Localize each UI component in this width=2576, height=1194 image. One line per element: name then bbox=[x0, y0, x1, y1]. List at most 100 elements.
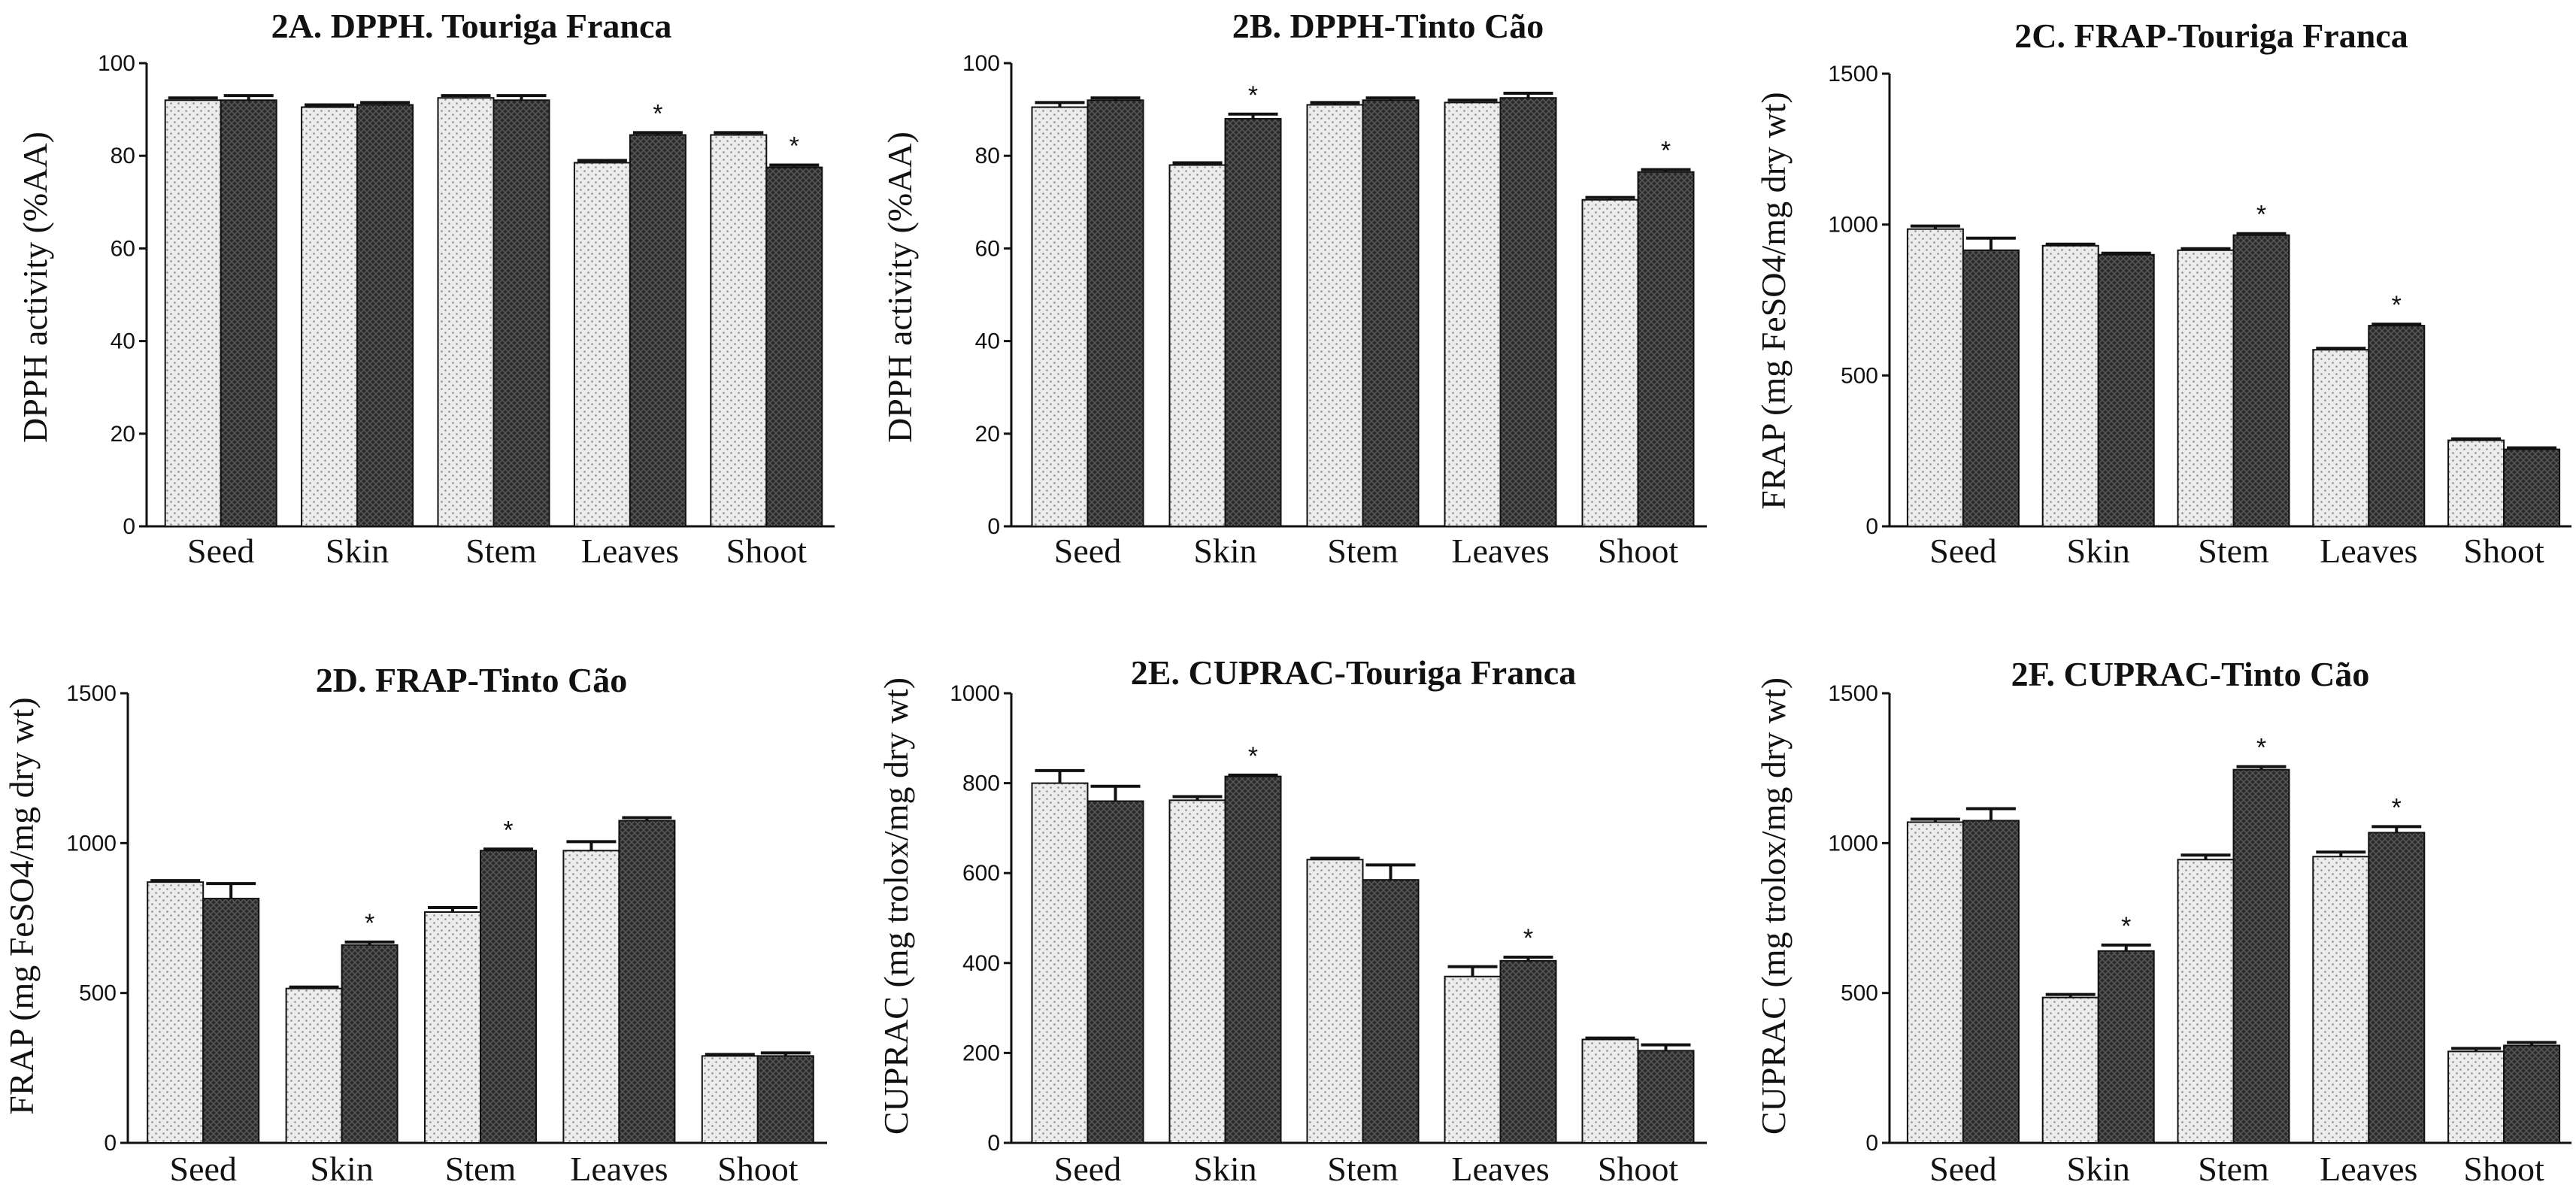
panel-2b-bar-skin-dark bbox=[1224, 117, 1282, 528]
panel-2b-errorbar-skin-light bbox=[1172, 161, 1223, 165]
panel-2e-ylabel: CUPRAC (mg trolox/mg dry wt) bbox=[877, 677, 915, 1135]
panel-2f-title: 2F. CUPRAC-Tinto Cão bbox=[2011, 655, 2370, 693]
panel-2d-significance-skin: * bbox=[365, 909, 374, 938]
panel-2d-bar-seed-dark bbox=[202, 898, 260, 1144]
panel-2d-bar-shoot-dark bbox=[756, 1055, 814, 1144]
panel-2a-errorbar-skin-light bbox=[305, 103, 355, 108]
panel-2d-errorbar-stem-dark bbox=[483, 847, 533, 851]
panel-2f-ytick-label: 1000 bbox=[1828, 831, 1878, 856]
panel-2e-xtick-shoot: Shoot bbox=[1598, 1150, 1679, 1188]
panel-2e-bar-shoot-light bbox=[1581, 1038, 1639, 1144]
panel-2c-errorbar-stem-dark bbox=[2236, 232, 2287, 235]
panel-2a-xtick-stem: Stem bbox=[465, 532, 537, 570]
panel-2e-plot: 0 200 400 600 800 1000 Seed * Skin Stem * Leaves Sho… bbox=[950, 681, 1707, 1188]
panel-2a-xtick-seed: Seed bbox=[187, 532, 254, 570]
panel-2b-errorbar-stem-light bbox=[1310, 101, 1360, 105]
panel-2c-xtick-skin: Skin bbox=[2067, 532, 2130, 570]
panel-2e-errorbar-skin-light bbox=[1172, 795, 1223, 801]
panel-2b-significance-shoot: * bbox=[1661, 137, 1671, 165]
panel-2b-bar-leaves-dark bbox=[1499, 97, 1557, 527]
panel-2f-errorbar-leaves-dark bbox=[2371, 825, 2422, 833]
panel-2b-significance-skin: * bbox=[1248, 81, 1258, 110]
panel-2d-bar-stem-dark bbox=[480, 850, 537, 1144]
panel-2e-ytick-label: 400 bbox=[962, 951, 1000, 976]
panel-2a-bar-shoot-dark bbox=[765, 166, 823, 527]
panel-2f-errorbar-shoot-dark bbox=[2507, 1041, 2557, 1046]
panel-2d-errorbar-stem-light bbox=[428, 906, 477, 913]
panel-2f-bar-shoot-light bbox=[2447, 1050, 2505, 1144]
panel-2b-errorbar-shoot-dark bbox=[1641, 168, 1691, 172]
panel-2f-ylabel: CUPRAC (mg trolox/mg dry wt) bbox=[1754, 677, 1793, 1135]
panel-2b: 2B. DPPH-Tinto Cão DPPH activity (%AA) 0… bbox=[880, 7, 1707, 570]
panel-2e-title: 2E. CUPRAC-Touriga Franca bbox=[1131, 653, 1576, 692]
panel-2c-errorbar-skin-dark bbox=[2101, 251, 2151, 255]
panel-2e-bar-skin-dark bbox=[1224, 775, 1282, 1144]
panel-2a-bar-shoot-light bbox=[710, 134, 768, 528]
panel-2b-xtick-stem: Stem bbox=[1327, 532, 1399, 570]
panel-2d-significance-stem: * bbox=[503, 816, 513, 844]
panel-2c-errorbar-seed-dark bbox=[1965, 236, 2016, 250]
panel-2f-errorbar-stem-dark bbox=[2236, 765, 2287, 770]
panel-2c-bar-stem-dark bbox=[2232, 234, 2290, 527]
panel-2c-errorbar-leaves-dark bbox=[2371, 323, 2422, 326]
panel-2e-errorbar-stem-light bbox=[1310, 856, 1360, 860]
panel-2f-bar-skin-light bbox=[2041, 996, 2099, 1144]
panel-2c-errorbar-shoot-light bbox=[2451, 437, 2502, 441]
panel-2c-ytick-label: 0 bbox=[1865, 514, 1878, 539]
panel-2a-errorbar-stem-light bbox=[441, 94, 491, 98]
panel-2d-bar-leaves-dark bbox=[618, 820, 676, 1144]
panel-2f-xtick-seed: Seed bbox=[1929, 1150, 1996, 1188]
panel-2b-plot: 0 20 40 60 80 100 Seed * Skin Stem Leaves * Shoot bbox=[962, 51, 1707, 570]
panel-2d-xtick-seed: Seed bbox=[169, 1150, 236, 1188]
panel-2e-bar-leaves-dark bbox=[1499, 959, 1557, 1144]
panel-2d-xtick-leaves: Leaves bbox=[570, 1150, 668, 1188]
panel-2e: 2E. CUPRAC-Touriga Franca CUPRAC (mg tro… bbox=[877, 653, 1707, 1188]
panel-2e-errorbar-leaves-dark bbox=[1503, 956, 1553, 961]
panel-2f-xtick-leaves: Leaves bbox=[2320, 1150, 2417, 1188]
panel-2d-xtick-stem: Stem bbox=[445, 1150, 517, 1188]
panel-2e-bar-stem-dark bbox=[1362, 879, 1420, 1144]
panel-2a-xtick-leaves: Leaves bbox=[581, 532, 679, 570]
panel-2b-xtick-shoot: Shoot bbox=[1598, 532, 1679, 570]
panel-2e-bar-seed-dark bbox=[1086, 800, 1144, 1144]
panel-2d-errorbar-leaves-dark bbox=[622, 816, 672, 821]
panel-2f-errorbar-seed-dark bbox=[1965, 807, 2016, 821]
panel-2c-xtick-leaves: Leaves bbox=[2320, 532, 2417, 570]
panel-2c-bar-leaves-light bbox=[2312, 349, 2370, 527]
panel-2c: 2C. FRAP-Touriga Franca FRAP (mg FeSO4/m… bbox=[1754, 17, 2571, 570]
panel-2f-bar-stem-light bbox=[2177, 859, 2235, 1144]
panel-2c-ytick-label: 1500 bbox=[1828, 62, 1878, 86]
panel-2f-errorbar-leaves-light bbox=[2316, 850, 2366, 857]
panel-2a-bar-skin-dark bbox=[356, 104, 414, 527]
panel-2f-ytick-label: 0 bbox=[1865, 1131, 1878, 1156]
panel-2a-ylabel: DPPH activity (%AA) bbox=[16, 132, 54, 443]
panel-2b-xtick-seed: Seed bbox=[1054, 532, 1121, 570]
panel-2c-significance-stem: * bbox=[2256, 201, 2266, 229]
panel-2e-significance-leaves: * bbox=[1523, 924, 1533, 953]
panel-2e-errorbar-leaves-light bbox=[1447, 965, 1498, 977]
panel-2a-ytick-label: 60 bbox=[111, 236, 135, 261]
panel-2c-errorbar-leaves-light bbox=[2316, 347, 2366, 350]
panel-2c-plot: 0 500 1000 1500 Seed Skin * Stem * Leaves Shoot bbox=[1828, 62, 2571, 570]
panel-2f-plot: 0 500 1000 1500 Seed * Skin * Stem * Leaves Shoot bbox=[1828, 681, 2571, 1188]
panel-2b-ytick-label: 100 bbox=[962, 51, 1000, 76]
panel-2f-ytick-label: 1500 bbox=[1828, 681, 1878, 706]
panel-2b-ylabel: DPPH activity (%AA) bbox=[880, 132, 919, 443]
panel-2f-xtick-stem: Stem bbox=[2198, 1150, 2269, 1188]
panel-2a-significance-leaves: * bbox=[653, 99, 662, 128]
panel-2c-bar-leaves-dark bbox=[2368, 325, 2426, 527]
panel-2a-bar-stem-light bbox=[437, 97, 495, 527]
panel-2f-errorbar-shoot-light bbox=[2451, 1047, 2502, 1052]
panel-2f-bar-skin-dark bbox=[2097, 950, 2155, 1144]
panel-2a-ytick-label: 80 bbox=[111, 144, 135, 168]
panel-2e-xtick-skin: Skin bbox=[1193, 1150, 1256, 1188]
panel-2f-errorbar-skin-dark bbox=[2101, 943, 2151, 951]
panel-2c-ytick-label: 500 bbox=[1841, 363, 1878, 388]
panel-2b-bar-leaves-light bbox=[1444, 102, 1502, 528]
panel-2c-bar-stem-light bbox=[2177, 249, 2235, 527]
panel-2c-significance-leaves: * bbox=[2392, 291, 2402, 320]
panel-2c-bar-skin-light bbox=[2041, 244, 2099, 527]
panel-2b-errorbar-leaves-light bbox=[1447, 98, 1498, 103]
panel-2c-ylabel: FRAP (mg FeSO4/mg dry wt) bbox=[1754, 92, 1793, 509]
